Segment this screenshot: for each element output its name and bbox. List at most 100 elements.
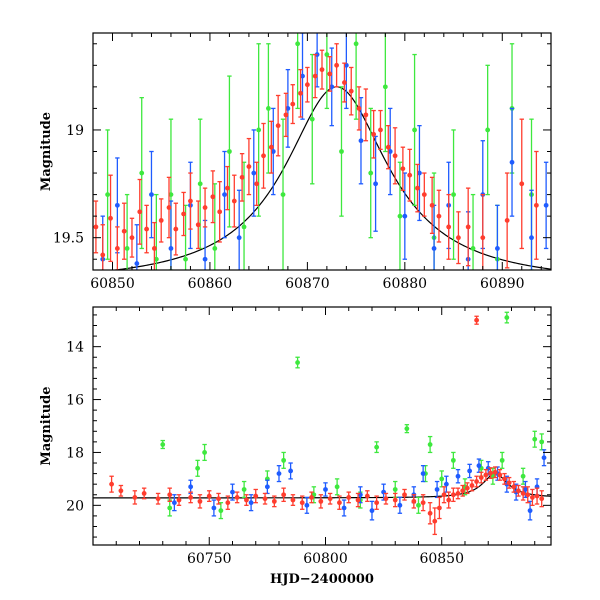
data-point [246,137,252,196]
data-point [346,491,352,504]
data-point [251,129,257,217]
data-point [483,468,489,481]
data-point [304,66,310,103]
data-point [420,494,426,512]
x-tick-label: 60870 [285,276,330,292]
data-point [195,459,201,477]
data-point [281,487,287,503]
data-point [392,127,398,185]
data-point [356,86,362,131]
data-point [355,492,361,508]
data-point [256,43,262,217]
data-point [211,499,217,517]
y-tick-label: 19 [66,123,84,139]
data-point [416,496,421,514]
red-series [109,315,545,536]
data-point [153,193,159,270]
data-point [539,490,545,508]
data-point [339,86,344,217]
data-point [382,33,388,153]
data-point [529,189,534,270]
data-point [392,492,398,508]
data-point [421,172,427,217]
data-point [478,471,484,484]
data-point [93,200,99,254]
data-point [268,120,274,174]
data-point [266,43,271,174]
data-point [451,129,456,260]
data-point [210,170,216,224]
data-point [132,490,138,505]
data-point [216,492,221,505]
data-point [295,356,300,369]
data-point [411,494,417,509]
data-point [288,462,294,480]
data-point [363,88,369,142]
data-point [124,193,130,270]
y-tick-label: 14 [66,340,84,356]
data-point [464,482,470,495]
y-tick-label: 16 [66,393,84,409]
data-point [397,496,403,514]
data-point [271,495,277,508]
data-point [385,124,391,170]
data-point [488,467,493,480]
data-point [402,488,407,501]
data-point [188,491,194,504]
data-point [100,224,106,270]
data-point [139,96,145,250]
data-point [502,472,507,485]
data-point [323,482,328,497]
data-point [511,480,517,493]
data-point [105,129,111,260]
data-point [492,466,498,479]
data-point [337,495,342,510]
data-point [114,226,120,270]
data-point [474,315,480,325]
data-point [527,500,533,521]
data-point [324,33,330,110]
data-point [167,487,173,503]
data-point [539,433,545,451]
data-point [532,430,538,448]
data-point [534,487,540,505]
data-point [412,53,417,207]
data-point [155,492,161,505]
data-point [134,224,140,270]
data-point [285,68,291,148]
data-point [149,150,154,239]
data-point [374,441,380,454]
data-point [429,176,435,235]
data-point [218,502,224,520]
blue-series [100,33,549,270]
data-point [290,494,296,506]
data-point [129,217,135,258]
data-point [443,475,449,493]
data-point [318,494,324,509]
data-point [446,491,452,509]
data-point [460,484,466,497]
data-point [499,451,505,469]
data-point [176,494,182,506]
x-tick-label: 60800 [303,551,348,567]
data-point [188,172,193,230]
data-point [450,451,456,469]
data-point [374,495,380,510]
data-point [495,204,500,270]
data-point [533,150,539,260]
data-point [504,172,510,269]
data-point [281,451,287,469]
data-point [420,465,426,483]
data-point [455,487,461,500]
x-tick-label: 60850 [419,551,464,567]
data-point [202,443,207,462]
data-point [485,64,491,196]
data-point [407,148,413,202]
data-point [441,486,447,504]
bottom-panel: 60750 60800 60850 14 16 18 20 Magnitude HJD−2400… [39,306,552,587]
data-point [319,49,325,90]
data-point [369,500,375,521]
data-point [456,211,461,265]
x-tick-label: 60890 [480,276,525,292]
